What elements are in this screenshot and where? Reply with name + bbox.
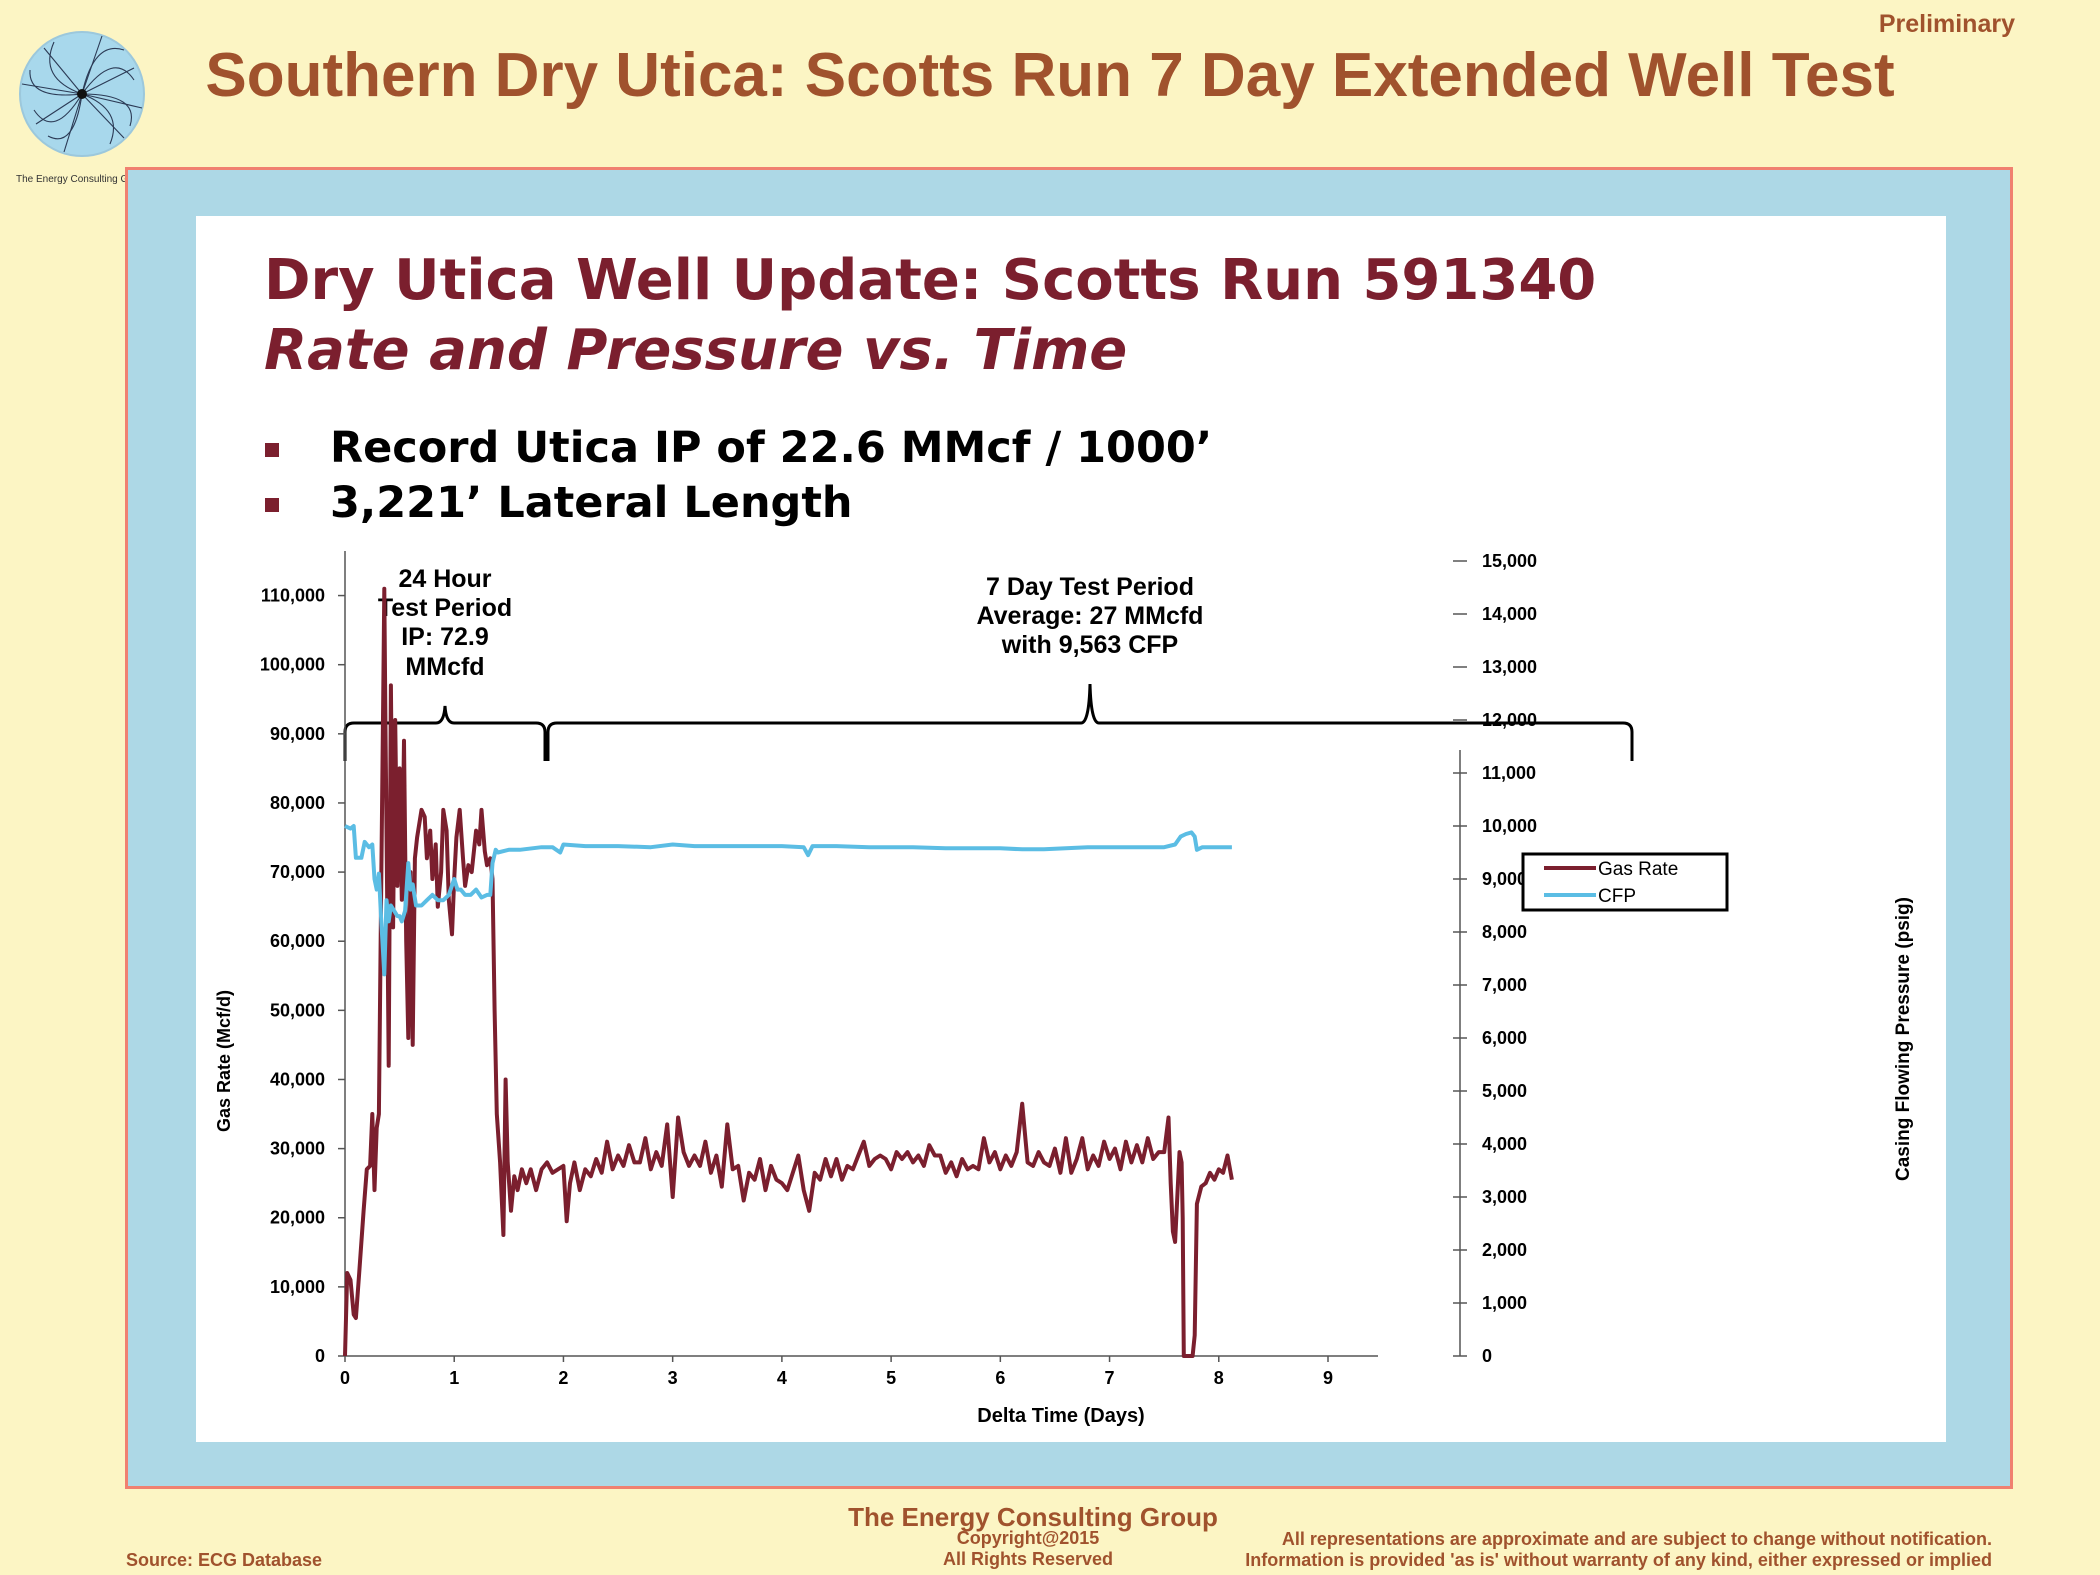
slide-panel: Dry Utica Well Update: Scotts Run 591340… [196, 216, 1946, 1442]
footer-rights-line: All Rights Reserved [942, 1549, 1114, 1569]
x-tick-label: 2 [558, 1368, 568, 1388]
legend-label-gas-rate: Gas Rate [1598, 859, 1678, 880]
rate-pressure-chart: 24 Hour Test Period IP: 72.9 MMcfd 7 Day… [214, 551, 1914, 1427]
x-tick-label: 9 [1323, 1368, 1333, 1388]
footer-disclaimer: All representations are approximate and … [1245, 1529, 1992, 1571]
y2-tick-label: 10,000 [1482, 816, 1537, 836]
y-tick-label: 80,000 [270, 793, 325, 813]
x-tick-label: 4 [777, 1368, 787, 1388]
y2-tick-label: 6,000 [1482, 1028, 1527, 1048]
gas-rate-series-line [343, 586, 1234, 1358]
preliminary-label: Preliminary [1878, 10, 2015, 38]
annotation-24h-line: Test Period [378, 594, 512, 622]
y2-tick-label: 12,000 [1482, 710, 1537, 730]
bullet-text: Record Utica IP of 22.6 MMcf / 1000’ [330, 423, 1213, 473]
y-tick-label: 60,000 [270, 931, 325, 951]
y-tick-label: 110,000 [261, 586, 325, 606]
legend-label-cfp: CFP [1598, 886, 1636, 907]
y2-tick-label: 3,000 [1482, 1187, 1527, 1207]
y-tick-label: 20,000 [270, 1208, 325, 1228]
company-logo [19, 31, 145, 157]
y-tick-label: 100,000 [260, 655, 325, 675]
y2-tick-label: 7,000 [1482, 975, 1527, 995]
footer-source: Source: ECG Database [126, 1550, 323, 1570]
y-tick-label: 90,000 [270, 724, 325, 744]
x-tick-label: 1 [449, 1368, 459, 1388]
y2-tick-label: 14,000 [1482, 604, 1537, 624]
chart-legend: Gas Rate CFP [1521, 852, 1729, 912]
brace-24h [343, 705, 547, 761]
bullet-square-icon [265, 443, 279, 457]
annotation-7day-line: with 9,563 CFP [1001, 631, 1178, 659]
cfp-series-line [344, 824, 1232, 977]
y-tick-label: 40,000 [270, 1069, 325, 1089]
annotation-24h-line: IP: 72.9 [401, 623, 489, 651]
x-tick-label: 6 [995, 1368, 1005, 1388]
y2-tick-label: 8,000 [1482, 922, 1527, 942]
footer-disclaimer-line: Information is provided 'as is' without … [1245, 1550, 1992, 1570]
logo-caption: The Energy Consulting Group [16, 174, 149, 185]
legend-box [1521, 852, 1729, 912]
y2-tick-label: 11,000 [1482, 763, 1536, 783]
x-tick-label: 0 [340, 1368, 350, 1388]
bullet-item: Record Utica IP of 22.6 MMcf / 1000’ [260, 421, 1212, 476]
bullet-text: 3,221’ Lateral Length [330, 478, 853, 528]
annotation-24h-line: MMcfd [405, 653, 484, 681]
y-tick-label: 10,000 [270, 1277, 325, 1297]
chart-axes: 0 1 2 3 4 5 6 7 8 9 0 10,000 20,000 30,000 40,000 50,00… [260, 551, 1537, 1388]
y2-axis-label: Casing Flowing Pressure (psig) [1893, 897, 1914, 1181]
x-axis-label: Delta Time (Days) [977, 1405, 1144, 1427]
annotation-24h-line: 24 Hour [398, 565, 491, 593]
y-tick-label: 70,000 [270, 862, 325, 882]
footer-company: The Energy Consulting Group [848, 1502, 1218, 1532]
chart-series [343, 586, 1234, 1358]
y-tick-label: 50,000 [270, 1000, 325, 1020]
bullet-item: 3,221’ Lateral Length [260, 476, 1212, 531]
y-tick-label: 30,000 [270, 1139, 325, 1159]
y2-tick-label: 9,000 [1482, 869, 1527, 889]
x-tick-label: 3 [668, 1368, 678, 1388]
y2-tick-label: 2,000 [1482, 1240, 1527, 1260]
x-tick-label: 5 [886, 1368, 896, 1388]
x-tick-label: 7 [1105, 1368, 1115, 1388]
slide-title-line: Dry Utica Well Update: Scotts Run 591340 [264, 248, 1597, 313]
slide-title: Dry Utica Well Update: Scotts Run 591340… [264, 246, 1596, 386]
brace-7day [546, 683, 1634, 761]
y-axis-label: Gas Rate (Mcf/d) [214, 990, 234, 1132]
footer-copyright-line: Copyright@2015 [956, 1528, 1100, 1548]
bullet-square-icon [265, 498, 279, 512]
slide-subtitle: Rate and Pressure vs. Time [264, 318, 1128, 383]
y2-tick-label: 5,000 [1482, 1081, 1527, 1101]
y-tick-label: 0 [315, 1346, 325, 1366]
y2-tick-label: 13,000 [1482, 657, 1537, 677]
annotation-7day-line: 7 Day Test Period [986, 573, 1194, 601]
y2-tick-label: 1,000 [1482, 1293, 1527, 1313]
x-tick-label: 8 [1214, 1368, 1224, 1388]
y2-tick-label: 0 [1482, 1346, 1492, 1366]
footer-disclaimer-line: All representations are approximate and … [1281, 1529, 1992, 1549]
page-title: Southern Dry Utica: Scotts Run 7 Day Ext… [205, 41, 1895, 110]
bullet-list: Record Utica IP of 22.6 MMcf / 1000’ 3,2… [260, 421, 1212, 531]
footer-copyright: Copyright@2015 All Rights Reserved [0, 1528, 2056, 1570]
annotation-7day-line: Average: 27 MMcfd [977, 602, 1204, 630]
y2-tick-label: 4,000 [1482, 1134, 1527, 1154]
y2-tick-label: 15,000 [1482, 551, 1537, 571]
